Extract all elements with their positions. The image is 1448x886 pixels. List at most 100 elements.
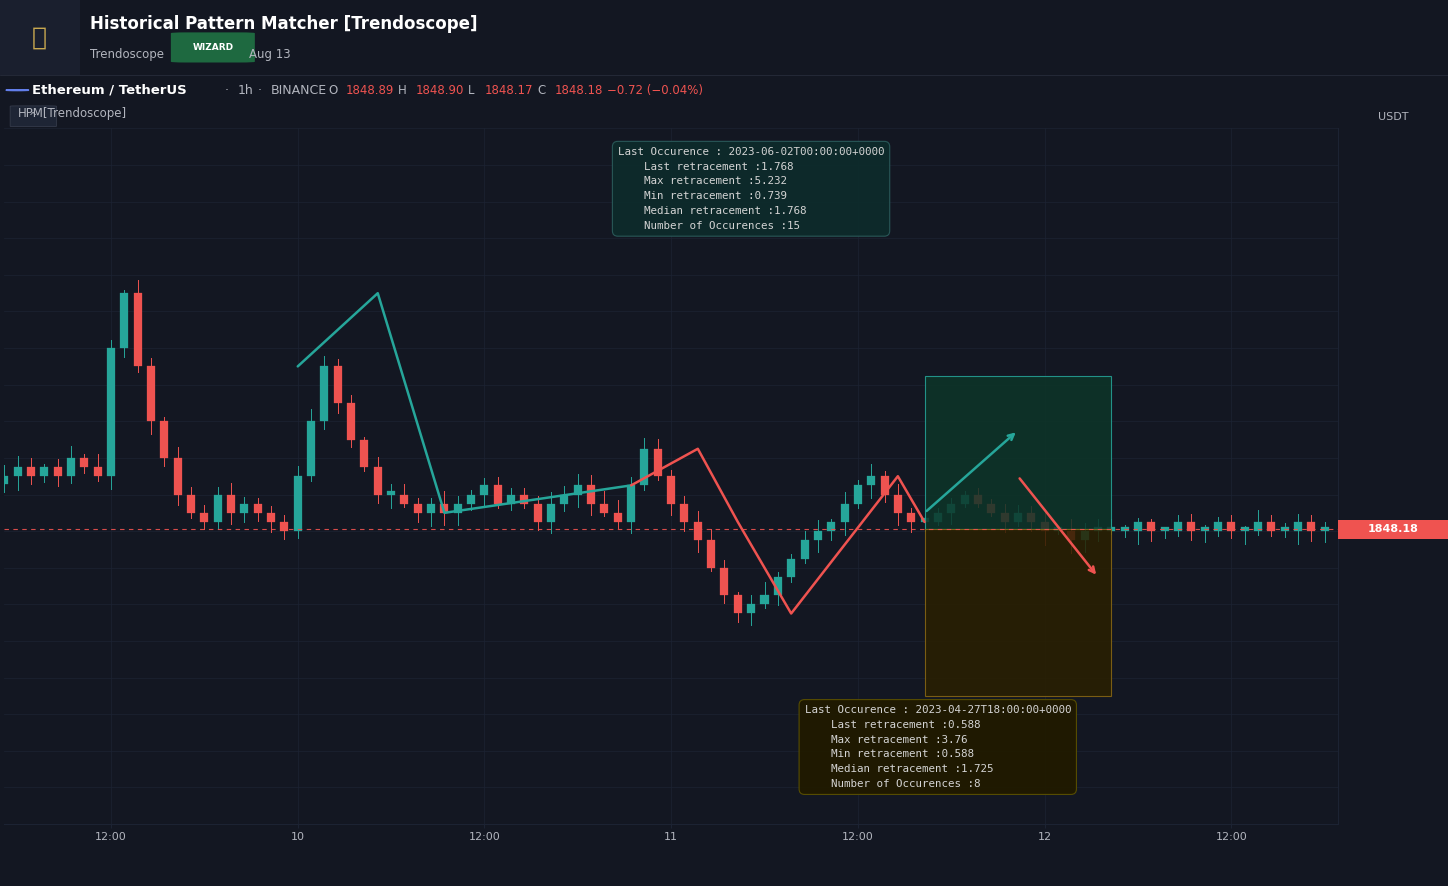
Bar xyxy=(1321,527,1329,531)
Bar xyxy=(747,604,756,613)
Bar xyxy=(1267,522,1276,531)
Bar xyxy=(534,503,542,522)
Bar xyxy=(1280,527,1289,531)
Bar xyxy=(1027,513,1035,522)
Text: Historical Pattern Matcher [Trendoscope]: Historical Pattern Matcher [Trendoscope] xyxy=(90,15,478,33)
Bar xyxy=(1001,513,1009,522)
Bar xyxy=(494,486,502,503)
Bar xyxy=(921,518,928,522)
Text: 🔭: 🔭 xyxy=(32,26,46,50)
Bar xyxy=(214,494,222,522)
Bar xyxy=(760,595,769,604)
Bar xyxy=(361,439,368,467)
Bar xyxy=(908,513,915,522)
Bar xyxy=(1108,527,1115,531)
Text: −0.72 (−0.04%): −0.72 (−0.04%) xyxy=(607,83,702,97)
Bar xyxy=(1093,527,1102,531)
FancyBboxPatch shape xyxy=(10,106,56,127)
Bar xyxy=(1213,522,1222,531)
Bar xyxy=(374,467,382,494)
Bar xyxy=(133,293,142,367)
Bar xyxy=(1134,522,1142,531)
Bar xyxy=(924,376,1111,530)
Bar xyxy=(1228,522,1235,531)
Bar xyxy=(694,522,702,540)
Bar xyxy=(1308,522,1315,531)
Bar xyxy=(934,513,941,522)
Text: ^: ^ xyxy=(29,112,38,121)
Bar xyxy=(1121,527,1128,531)
Text: C: C xyxy=(537,83,546,97)
Bar xyxy=(187,494,195,513)
Text: O: O xyxy=(329,83,337,97)
Bar xyxy=(333,367,342,403)
Bar xyxy=(54,467,62,476)
Bar xyxy=(721,568,728,595)
Text: 1848.17: 1848.17 xyxy=(485,83,533,97)
Text: ·: · xyxy=(224,83,229,97)
FancyBboxPatch shape xyxy=(1338,520,1448,539)
Text: WIZARD: WIZARD xyxy=(193,43,233,52)
Bar xyxy=(601,503,608,513)
Bar xyxy=(120,293,129,348)
Bar xyxy=(547,503,555,522)
Bar xyxy=(988,503,995,513)
Text: 1848.90: 1848.90 xyxy=(416,83,463,97)
Bar xyxy=(427,503,434,513)
Bar xyxy=(94,467,101,476)
Bar xyxy=(1295,522,1302,531)
Bar xyxy=(1200,527,1209,531)
Bar xyxy=(468,494,475,503)
Bar xyxy=(148,367,155,422)
Bar xyxy=(827,522,835,531)
Bar xyxy=(654,449,662,476)
Bar xyxy=(960,494,969,503)
Bar xyxy=(41,467,48,476)
Text: BINANCE: BINANCE xyxy=(271,83,327,97)
Bar xyxy=(320,367,329,422)
Text: H: H xyxy=(398,83,407,97)
Bar xyxy=(640,449,649,486)
Bar xyxy=(28,467,35,476)
Bar xyxy=(1187,522,1195,531)
Bar xyxy=(1241,527,1248,531)
Text: 1848.89: 1848.89 xyxy=(346,83,394,97)
Bar xyxy=(854,486,862,503)
Bar xyxy=(947,503,956,513)
Text: ·: · xyxy=(258,83,262,97)
FancyBboxPatch shape xyxy=(171,33,255,63)
Bar xyxy=(67,458,75,476)
Text: Last Occurence : 2023-04-27T18:00:00+0000
    Last retracement :0.588
    Max re: Last Occurence : 2023-04-27T18:00:00+000… xyxy=(805,705,1072,789)
Bar xyxy=(1080,531,1089,540)
Bar xyxy=(520,494,529,503)
Bar xyxy=(814,531,822,540)
Text: 1848.18: 1848.18 xyxy=(555,83,602,97)
Bar xyxy=(773,577,782,595)
Bar xyxy=(307,422,316,476)
Bar xyxy=(80,458,88,467)
Bar xyxy=(924,530,1111,696)
Bar xyxy=(1174,522,1182,531)
Text: Aug 13: Aug 13 xyxy=(249,48,291,61)
Bar xyxy=(801,540,808,558)
Text: Last Occurence : 2023-06-02T00:00:00+0000
    Last retracement :1.768
    Max re: Last Occurence : 2023-06-02T00:00:00+000… xyxy=(618,147,885,230)
Bar xyxy=(1147,522,1156,531)
Bar xyxy=(294,476,301,531)
Text: 1848.18: 1848.18 xyxy=(1367,525,1419,534)
Text: HPM[Trendoscope]: HPM[Trendoscope] xyxy=(17,107,126,120)
Bar xyxy=(0,476,9,484)
Bar xyxy=(107,348,114,476)
Bar xyxy=(1254,522,1263,531)
Bar xyxy=(253,503,262,513)
Bar xyxy=(401,494,408,503)
Bar xyxy=(200,513,209,522)
Bar xyxy=(1054,527,1061,531)
Bar xyxy=(481,486,488,494)
Bar xyxy=(788,558,795,577)
Bar xyxy=(240,503,249,513)
Bar xyxy=(348,403,355,439)
Bar xyxy=(1067,531,1076,540)
Bar xyxy=(975,494,982,503)
Bar xyxy=(387,491,395,494)
Bar xyxy=(840,503,849,522)
